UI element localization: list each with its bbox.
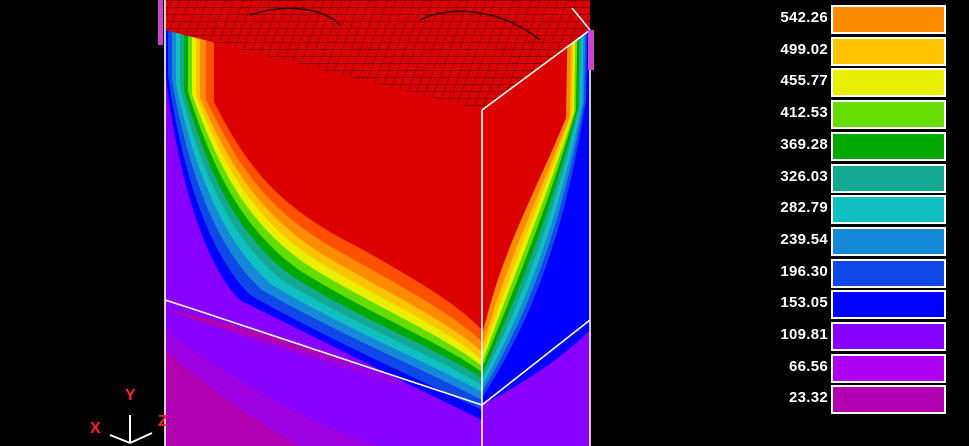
legend-value: 542.26 bbox=[780, 9, 828, 26]
legend-swatch bbox=[831, 100, 946, 130]
legend-value: 239.54 bbox=[780, 230, 828, 248]
legend-row: 326.03 bbox=[700, 163, 969, 195]
front-face bbox=[165, 0, 482, 446]
legend-row: 282.79 bbox=[700, 194, 969, 226]
legend-swatch bbox=[831, 258, 946, 288]
legend-value: 455.77 bbox=[780, 72, 828, 90]
model-edges bbox=[164, 0, 591, 446]
legend-value: 369.28 bbox=[780, 135, 828, 153]
axis-z-label: Z bbox=[158, 413, 168, 430]
legend-row: 369.28 bbox=[700, 131, 969, 163]
legend-row: 499.02 bbox=[700, 36, 969, 68]
legend-row: 455.77 bbox=[700, 67, 969, 99]
left-edge-sliver bbox=[158, 0, 163, 45]
legend-value: 109.81 bbox=[780, 326, 828, 343]
legend-value: 499.02 bbox=[780, 40, 828, 58]
legend-swatch bbox=[831, 131, 946, 161]
legend-row: 153.05 bbox=[700, 289, 969, 321]
right-edge-sliver bbox=[588, 30, 594, 70]
axis-x-label: X bbox=[90, 420, 101, 437]
legend-value: 66.56 bbox=[788, 357, 828, 375]
legend-swatch bbox=[831, 163, 946, 193]
axis-triad: Y X Z bbox=[80, 385, 180, 446]
legend-row: 66.56 bbox=[700, 353, 969, 385]
legend-value: 196.30 bbox=[780, 262, 828, 280]
legend-swatch bbox=[831, 68, 946, 98]
legend-swatch bbox=[831, 290, 946, 320]
legend-row: 239.54 bbox=[700, 226, 969, 258]
legend-swatch bbox=[831, 385, 946, 415]
legend-row: 542.26 bbox=[700, 4, 969, 36]
legend-value: 326.03 bbox=[780, 167, 828, 185]
legend-swatch bbox=[831, 195, 946, 225]
legend-value: 153.05 bbox=[780, 294, 828, 312]
top-face-mesh bbox=[165, 0, 590, 110]
legend-row: 196.30 bbox=[700, 258, 969, 290]
legend-value: 23.32 bbox=[788, 389, 828, 407]
legend-row: 109.81 bbox=[700, 321, 969, 353]
legend-value: 412.53 bbox=[780, 104, 828, 122]
legend-swatch bbox=[831, 226, 946, 256]
legend-value: 282.79 bbox=[780, 199, 828, 217]
legend-swatch bbox=[831, 353, 946, 383]
thermal-contour-model[interactable] bbox=[0, 0, 700, 446]
color-legend: 542.26 499.02 455.77 412.53 369.28 326.03 282.… bbox=[700, 0, 969, 446]
legend-row: 23.32 bbox=[700, 384, 969, 416]
legend-swatch bbox=[831, 36, 946, 66]
axis-y-label: Y bbox=[125, 387, 136, 404]
legend-swatch bbox=[831, 5, 946, 34]
legend-swatch bbox=[831, 322, 946, 351]
legend-row: 412.53 bbox=[700, 99, 969, 131]
triad-lines bbox=[109, 415, 153, 444]
